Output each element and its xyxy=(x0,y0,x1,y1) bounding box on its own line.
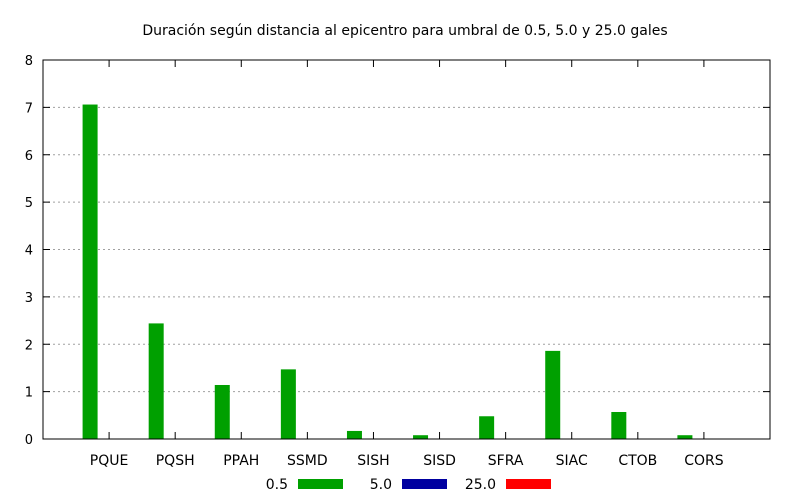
bar-cors-series-0 xyxy=(677,435,693,439)
bar-ssmd-series-0 xyxy=(280,369,296,439)
x-tick-label: CTOB xyxy=(618,453,657,469)
legend: 0.5 5.0 25.0 xyxy=(266,477,551,493)
x-tick-label: PQSH xyxy=(156,453,195,469)
plot-frame xyxy=(42,59,771,440)
bar-siac-series-0 xyxy=(545,350,561,439)
y-tick-label: 6 xyxy=(25,149,33,164)
grid-lines xyxy=(43,106,770,393)
y-tick-label: 3 xyxy=(25,291,33,306)
bar-pqsh-series-0 xyxy=(148,323,164,439)
x-tick-label: SISD xyxy=(423,453,456,469)
chart-title: Duración según distancia al epicentro pa… xyxy=(142,23,667,39)
legend-swatch xyxy=(298,479,343,489)
legend-label: 0.5 xyxy=(266,477,288,493)
x-axis-ticks: PQUE PQSH PPAH SSMD SISH SISD SFRA SIAC CTOB CORS xyxy=(90,60,724,469)
y-tick-label: 7 xyxy=(25,101,33,116)
bar-sish-series-0 xyxy=(346,430,362,439)
y-axis-ticks: 0 1 2 3 4 5 6 7 8 xyxy=(25,54,770,448)
legend-swatch xyxy=(506,479,551,489)
legend-label: 25.0 xyxy=(465,477,496,493)
y-tick-label: 4 xyxy=(25,244,33,259)
y-tick-label: 5 xyxy=(25,196,33,211)
y-tick-label: 0 xyxy=(25,433,33,448)
bar-sfra-series-0 xyxy=(479,416,495,439)
x-tick-label: PQUE xyxy=(90,453,129,469)
y-tick-label: 1 xyxy=(25,386,33,401)
x-tick-label: CORS xyxy=(684,453,724,469)
y-tick-label: 8 xyxy=(25,54,33,69)
legend-swatch xyxy=(402,479,447,489)
bar-ctob-series-0 xyxy=(611,411,627,439)
bar-pque-series-0 xyxy=(82,104,98,439)
x-tick-label: PPAH xyxy=(223,453,259,469)
x-tick-label: SISH xyxy=(357,453,389,469)
y-tick-label: 2 xyxy=(25,338,33,353)
bar-sisd-series-0 xyxy=(413,435,429,439)
x-tick-label: SIAC xyxy=(556,453,588,469)
bars xyxy=(82,104,693,439)
legend-label: 5.0 xyxy=(370,477,392,493)
bar-ppah-series-0 xyxy=(214,384,230,439)
x-tick-label: SFRA xyxy=(488,453,524,469)
x-tick-label: SSMD xyxy=(287,453,328,469)
